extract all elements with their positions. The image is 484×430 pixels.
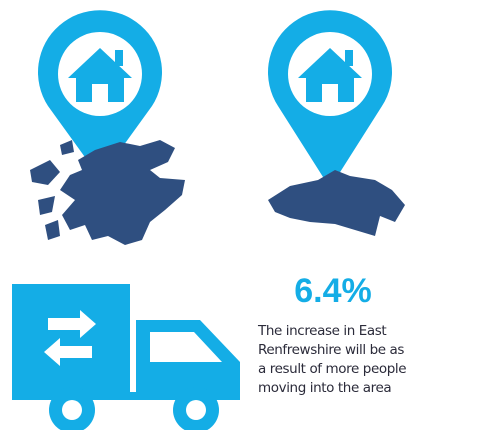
scotland-map <box>30 140 185 245</box>
moving-truck <box>12 284 240 430</box>
description-line: Renfrewshire will be as <box>258 342 405 358</box>
east-renfrewshire-map <box>268 170 405 236</box>
description-line: The increase in East <box>258 323 387 339</box>
stat-value: 6.4% <box>294 272 372 310</box>
stat-description: The increase in East Renfrewshire will b… <box>258 322 407 398</box>
description-line: moving into the area <box>258 380 392 396</box>
description-line: a result of more people <box>258 361 407 377</box>
map-pin-scotland <box>38 10 163 179</box>
map-pin-east-renfrewshire <box>267 10 392 188</box>
